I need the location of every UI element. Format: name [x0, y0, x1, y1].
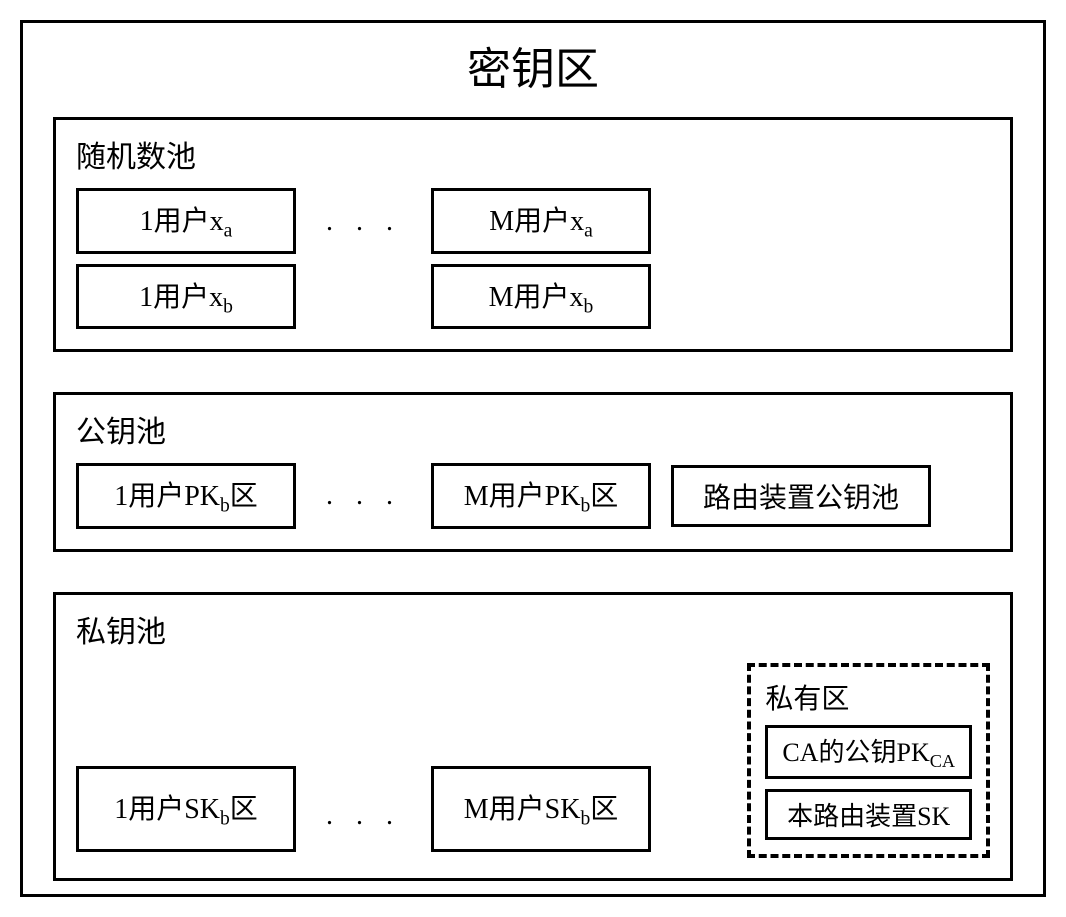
public-key-pool: 公钥池 1用户PKb区 . . . M用户PKb区 路由装置公钥池 — [53, 392, 1013, 552]
random-cell-1b: 1用户xb — [76, 264, 296, 330]
main-title: 密钥区 — [53, 33, 1013, 97]
random-pool-title: 随机数池 — [76, 132, 990, 176]
ca-public-key-cell: CA的公钥PKCA — [765, 725, 972, 779]
private-pool-content: 1用户SKb区 . . . M用户SKb区 私有区 CA的公钥PKCA 本路由装… — [76, 663, 990, 858]
public-pool-content: 1用户PKb区 . . . M用户PKb区 路由装置公钥池 — [76, 463, 990, 529]
private-area-col: CA的公钥PKCA 本路由装置SK — [765, 725, 972, 840]
random-right-col: M用户xa M用户xb — [431, 188, 651, 329]
private-ellipsis: . . . — [316, 800, 411, 832]
private-area-box: 私有区 CA的公钥PKCA 本路由装置SK — [747, 663, 990, 858]
private-area-title: 私有区 — [765, 677, 972, 717]
key-area-container: 密钥区 随机数池 1用户xa 1用户xb . . . M用户xa M用户xb — [20, 20, 1046, 897]
random-pool-content: 1用户xa 1用户xb . . . M用户xa M用户xb — [76, 188, 990, 329]
private-cell-1: 1用户SKb区 — [76, 766, 296, 852]
random-number-pool: 随机数池 1用户xa 1用户xb . . . M用户xa M用户xb — [53, 117, 1013, 352]
random-cell-1a: 1用户xa — [76, 188, 296, 254]
public-cell-1: 1用户PKb区 — [76, 463, 296, 529]
private-pool-title: 私钥池 — [76, 607, 990, 651]
public-ellipsis: . . . — [316, 480, 411, 512]
public-cell-m: M用户PKb区 — [431, 463, 651, 529]
private-key-pool: 私钥池 1用户SKb区 . . . M用户SKb区 私有区 CA的公钥PKCA … — [53, 592, 1013, 881]
random-left-col: 1用户xa 1用户xb — [76, 188, 296, 329]
private-left-group: 1用户SKb区 . . . M用户SKb区 — [76, 663, 651, 858]
random-cell-ma: M用户xa — [431, 188, 651, 254]
router-public-pool-cell: 路由装置公钥池 — [671, 465, 931, 527]
private-cell-m: M用户SKb区 — [431, 766, 651, 852]
random-ellipsis: . . . — [316, 206, 411, 238]
router-sk-cell: 本路由装置SK — [765, 789, 972, 840]
public-pool-title: 公钥池 — [76, 407, 990, 451]
random-cell-mb: M用户xb — [431, 264, 651, 330]
